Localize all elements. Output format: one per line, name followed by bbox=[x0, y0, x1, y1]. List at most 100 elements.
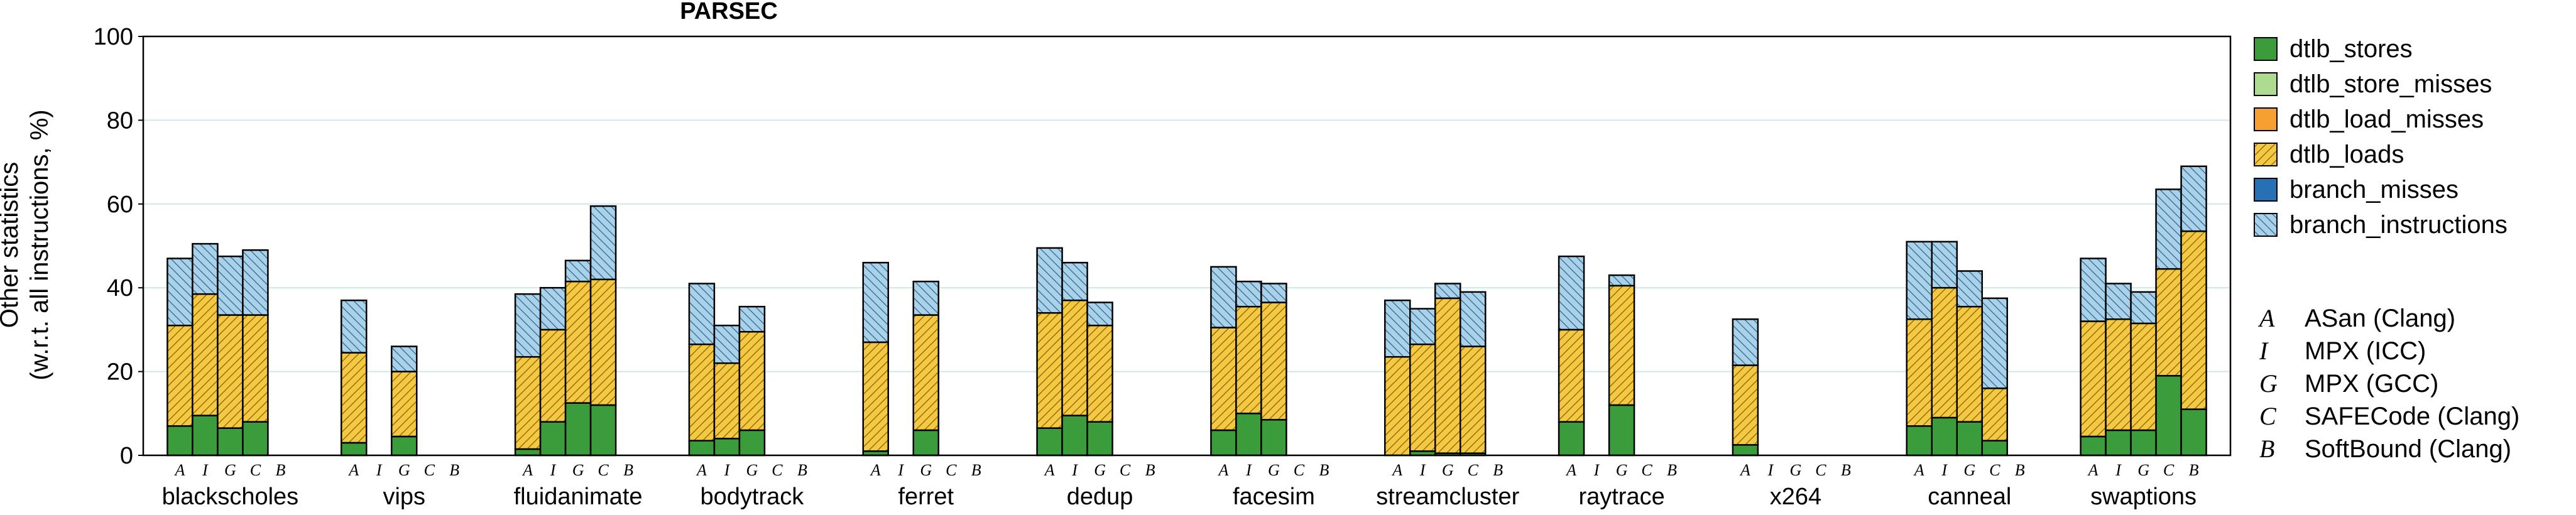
legend-swatch-dtlb_load_misses bbox=[2254, 107, 2278, 131]
bar-segment-dtlb_stores bbox=[1061, 415, 1088, 457]
bar-segment-branch_instructions bbox=[1558, 255, 1585, 331]
y-tick-label: 20 bbox=[107, 359, 133, 386]
legend-swatch-dtlb_stores bbox=[2254, 37, 2278, 61]
bar-segment-dtlb_loads bbox=[1608, 285, 1635, 406]
x-category-label: canneal bbox=[1928, 484, 2011, 510]
config-legend-label: ASan (Clang) bbox=[2305, 305, 2455, 332]
x-category-label: facesim bbox=[1233, 484, 1315, 510]
bar-segment-branch_instructions bbox=[1036, 247, 1063, 314]
bar-segment-dtlb_loads bbox=[2155, 268, 2182, 377]
config-letter-label: B bbox=[797, 461, 807, 479]
config-letter-label: I bbox=[202, 461, 209, 479]
config-letter-label: B bbox=[1667, 461, 1677, 479]
bar-segment-branch_instructions bbox=[2180, 165, 2207, 232]
bar-segment-dtlb_loads bbox=[2130, 322, 2157, 431]
x-category-label: raytrace bbox=[1578, 484, 1664, 510]
bar-segment-branch_instructions bbox=[738, 305, 766, 333]
bar-segment-dtlb_loads bbox=[2080, 320, 2107, 438]
config-letter-label: C bbox=[598, 461, 609, 479]
bar-segment-branch_instructions bbox=[1210, 266, 1237, 328]
x-category-label: dedup bbox=[1067, 484, 1133, 510]
legend-label-dtlb_load_misses: dtlb_load_misses bbox=[2289, 106, 2484, 133]
config-letter-label: I bbox=[1419, 461, 1426, 479]
config-letter-label: C bbox=[1294, 461, 1305, 479]
bar-segment-dtlb_loads bbox=[1981, 388, 2008, 442]
config-letter-label: A bbox=[347, 461, 359, 479]
config-letter-label: G bbox=[398, 461, 410, 479]
config-letter-label: C bbox=[1815, 461, 1826, 479]
config-letter-label: C bbox=[250, 461, 261, 479]
legend-swatch-branch_misses bbox=[2254, 178, 2278, 202]
x-category-label: fluidanimate bbox=[514, 484, 643, 510]
y-tick-label: 100 bbox=[94, 24, 133, 50]
config-letter-label: A bbox=[2087, 461, 2098, 479]
bar-segment-branch_instructions bbox=[713, 324, 741, 364]
bar-segment-dtlb_loads bbox=[1061, 299, 1088, 416]
config-letter-label: I bbox=[2115, 461, 2122, 479]
config-letter-label: I bbox=[724, 461, 731, 479]
config-letter-label: G bbox=[2137, 461, 2149, 479]
bar-segment-branch_instructions bbox=[539, 286, 567, 331]
legend-label-branch_instructions: branch_instructions bbox=[2289, 211, 2508, 239]
bar-segment-dtlb_stores bbox=[2180, 408, 2207, 457]
bar-segment-branch_instructions bbox=[1460, 291, 1487, 347]
bar-segment-branch_instructions bbox=[341, 299, 368, 354]
bar-segment-branch_instructions bbox=[2105, 283, 2132, 320]
bar-segment-dtlb_loads bbox=[1086, 324, 1113, 423]
bar-segment-dtlb_loads bbox=[242, 314, 269, 423]
config-letter-label: C bbox=[946, 461, 957, 479]
bar-segment-dtlb_loads bbox=[1434, 297, 1461, 454]
config-letter-label: G bbox=[572, 461, 584, 479]
bar-segment-dtlb_stores bbox=[738, 429, 766, 457]
config-legend-letter: B bbox=[2259, 435, 2274, 463]
x-category-label: bodytrack bbox=[701, 484, 805, 510]
bar-segment-dtlb_loads bbox=[589, 278, 617, 406]
config-letter-label: A bbox=[173, 461, 185, 479]
config-letter-label: B bbox=[1319, 461, 1329, 479]
bar-segment-dtlb_loads bbox=[1036, 312, 1063, 429]
x-category-label: streamcluster bbox=[1376, 484, 1519, 510]
bar-segment-dtlb_loads bbox=[166, 324, 194, 427]
bar-segment-dtlb_stores bbox=[192, 415, 219, 457]
chart-title: PARSEC bbox=[680, 0, 778, 24]
bar-segment-dtlb_loads bbox=[1956, 305, 1983, 423]
bar-segment-branch_instructions bbox=[1732, 318, 1759, 366]
config-letter-label: G bbox=[920, 461, 932, 479]
config-legend-letter: C bbox=[2259, 402, 2277, 430]
bar-segment-dtlb_loads bbox=[912, 314, 939, 431]
config-letter-label: G bbox=[224, 461, 236, 479]
config-letter-label: B bbox=[1493, 461, 1503, 479]
bar-segment-dtlb_loads bbox=[391, 371, 418, 438]
bar-segment-dtlb_stores bbox=[1981, 440, 2008, 457]
bar-segment-dtlb_loads bbox=[2105, 318, 2132, 431]
bar-segment-dtlb_loads bbox=[217, 314, 244, 429]
legend-swatch-branch_instructions bbox=[2254, 213, 2278, 237]
y-tick-label: 40 bbox=[107, 275, 133, 301]
bar-segment-dtlb_stores bbox=[1608, 404, 1635, 457]
bar-segment-dtlb_loads bbox=[539, 328, 567, 423]
bar-segment-dtlb_stores bbox=[391, 435, 418, 457]
config-letter-label: G bbox=[746, 461, 758, 479]
bar-segment-dtlb_stores bbox=[1235, 413, 1262, 457]
bar-segment-branch_instructions bbox=[1931, 241, 1958, 289]
bar-segment-branch_instructions bbox=[1906, 241, 1933, 320]
bar-segment-dtlb_stores bbox=[1732, 444, 1759, 457]
config-legend-label: MPX (ICC) bbox=[2305, 337, 2426, 365]
config-letter-label: A bbox=[1913, 461, 1924, 479]
bar-segment-dtlb_stores bbox=[166, 425, 194, 457]
plot-frame bbox=[142, 35, 2232, 457]
legend-swatch-dtlb_loads bbox=[2254, 143, 2278, 166]
bar-segment-dtlb_stores bbox=[564, 402, 592, 457]
x-category-label: swaptions bbox=[2090, 484, 2197, 510]
legend-label-dtlb_loads: dtlb_loads bbox=[2289, 141, 2404, 168]
bar-segment-branch_instructions bbox=[1956, 270, 1983, 308]
config-letter-label: A bbox=[1565, 461, 1576, 479]
bar-segment-branch_instructions bbox=[2155, 188, 2182, 270]
config-letter-label: A bbox=[1217, 461, 1228, 479]
config-letter-label: G bbox=[1442, 461, 1454, 479]
bar-segment-dtlb_stores bbox=[1931, 416, 1958, 457]
bar-segment-dtlb_stores bbox=[217, 427, 244, 457]
config-legend-letter: I bbox=[2259, 337, 2269, 365]
